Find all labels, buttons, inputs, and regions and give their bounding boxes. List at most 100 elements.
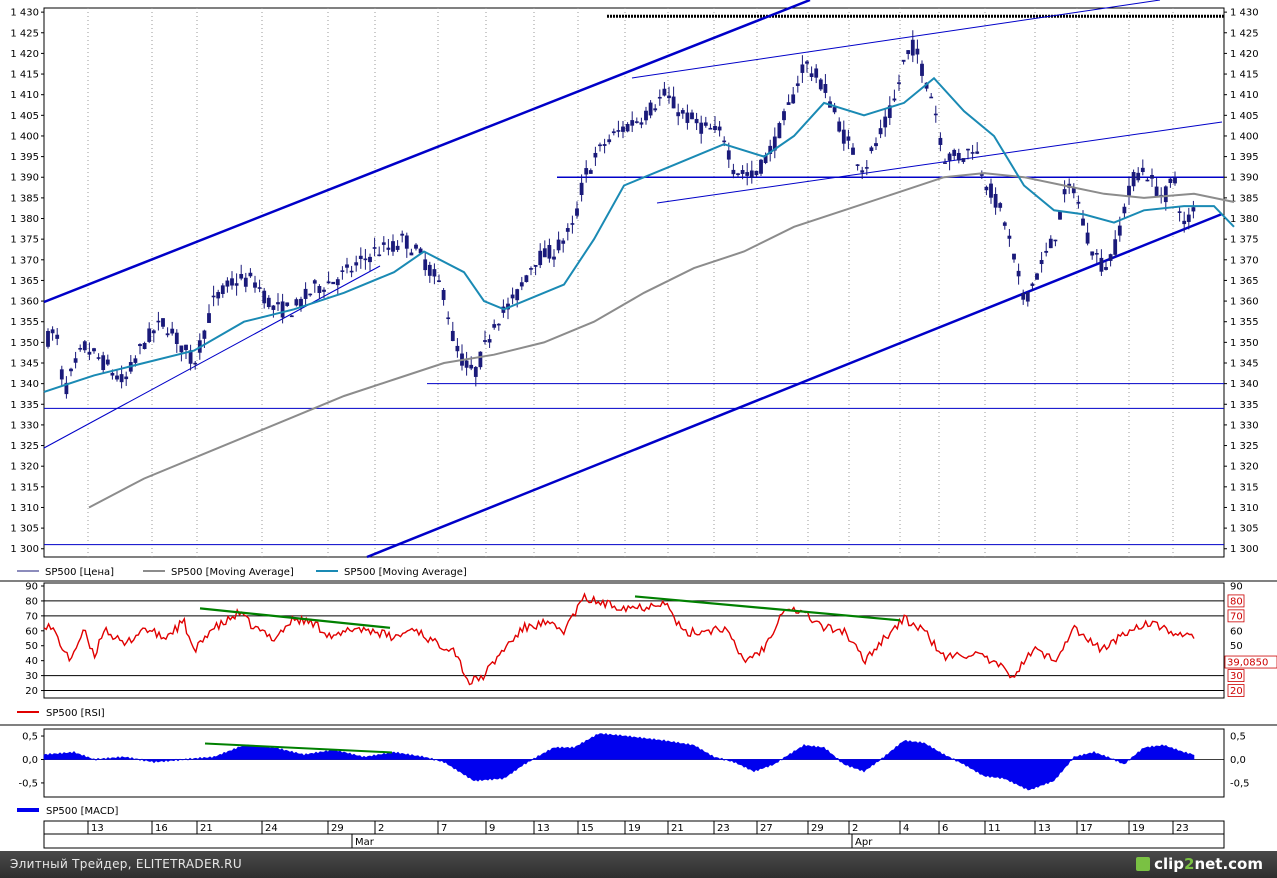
candle-body: [1104, 267, 1108, 270]
candle-body: [892, 98, 897, 101]
candle-body: [55, 334, 60, 339]
candle-body: [400, 233, 405, 236]
y-tick-label-left: 1 370: [10, 255, 39, 266]
y-tick-label-left: 1 360: [10, 297, 39, 308]
rsi-right-label: 50: [1230, 641, 1243, 652]
candle-body: [50, 329, 55, 334]
candle-body: [64, 382, 69, 395]
candle-body: [1048, 238, 1053, 249]
candle-body: [947, 153, 952, 161]
candle-body: [220, 285, 225, 294]
candle-body: [1016, 270, 1021, 277]
candle-body: [437, 280, 441, 283]
x-axis-day-label: 2: [378, 823, 384, 834]
candle-body: [1177, 211, 1182, 213]
candle-body: [943, 162, 947, 164]
candle-body: [262, 290, 267, 304]
candle-body: [708, 127, 713, 130]
candle-body: [841, 129, 846, 144]
candle-body: [1173, 177, 1177, 184]
y-tick-label-left: 1 355: [10, 317, 39, 328]
candle-body: [1145, 179, 1150, 182]
candle-body: [92, 348, 96, 352]
macd-y-tick-label: 0,0: [22, 755, 38, 766]
y-tick-label-left: 1 375: [10, 235, 39, 246]
candle-body: [1186, 214, 1191, 222]
candle-body: [694, 118, 699, 124]
candle-body: [1113, 239, 1118, 255]
candle-body: [575, 208, 579, 216]
candle-body: [970, 152, 975, 154]
clip2net-logo[interactable]: clip2net.com: [1136, 855, 1263, 873]
x-axis-day-label: 6: [942, 823, 948, 834]
candle-body: [745, 172, 750, 176]
footer-bar: Элитный Трейдер, ELITETRADER.RU clip2net…: [0, 851, 1277, 878]
candle-body: [395, 245, 400, 250]
x-axis-day-label: 21: [671, 823, 684, 834]
candle-body: [542, 248, 547, 258]
y-tick-label-right: 1 365: [1230, 276, 1259, 287]
price-legend: SP500 [Цена] SP500 [Moving Average] SP500 …: [0, 560, 1277, 580]
candle-body: [680, 110, 685, 114]
candle-body: [547, 244, 552, 259]
rsi-level-box: [1227, 594, 1245, 608]
y-tick-label-left: 1 335: [10, 400, 39, 411]
macd-right-label: -0,5: [1230, 778, 1250, 789]
candle-body: [294, 299, 299, 306]
x-axis-day-label: 17: [1080, 823, 1093, 834]
candle-body: [248, 272, 253, 277]
rsi-y-tick-label: 30: [25, 671, 38, 682]
candle-body: [864, 167, 869, 169]
channel-upper-line: [43, 0, 811, 304]
candle-body: [161, 318, 165, 327]
y-tick-label-left: 1 350: [10, 338, 39, 349]
candle-body: [1122, 206, 1127, 214]
candle-body: [276, 302, 280, 305]
candle-body: [1071, 187, 1076, 194]
candle-body: [377, 254, 382, 257]
rsi-current-value-box: [1224, 655, 1277, 669]
candle-body: [124, 376, 129, 380]
y-tick-label-right: 1 335: [1230, 400, 1259, 411]
y-tick-label-left: 1 400: [10, 131, 39, 142]
x-axis-day-label: 29: [811, 823, 824, 834]
rsi-y-tick-label: 40: [25, 656, 38, 667]
candle-body: [335, 279, 340, 286]
y-tick-label-right: 1 300: [1230, 544, 1259, 555]
rsi-right-label: 80: [1230, 596, 1243, 607]
site-credit: Элитный Трейдер, ELITETRADER.RU: [10, 857, 242, 871]
y-tick-label-left: 1 315: [10, 482, 39, 493]
candle-body: [423, 259, 428, 271]
x-axis-day-label: 19: [1132, 823, 1145, 834]
candle-body: [625, 124, 630, 132]
y-tick-label-left: 1 420: [10, 49, 39, 60]
candle-body: [722, 140, 727, 143]
candle-body: [312, 280, 317, 284]
y-tick-label-right: 1 380: [1230, 214, 1259, 225]
x-axis-day-label: 27: [760, 823, 773, 834]
candle-body: [731, 169, 736, 175]
y-tick-label-left: 1 300: [10, 544, 39, 555]
x-axis-day-label: 4: [903, 823, 909, 834]
candle-body: [142, 342, 147, 350]
candle-body: [1021, 293, 1026, 300]
candle-body: [473, 366, 478, 377]
candle-body: [662, 88, 667, 96]
candle-body: [427, 264, 432, 276]
candle-body: [496, 323, 501, 326]
x-axis-day-label: 7: [441, 823, 447, 834]
candle-body: [202, 330, 207, 339]
candle-body: [1039, 259, 1044, 265]
candle-body: [887, 105, 892, 118]
y-tick-label-left: 1 345: [10, 358, 39, 369]
candle-body: [349, 270, 354, 273]
clip2net-icon: [1136, 857, 1151, 871]
moving-average-slow-line: [88, 172, 1235, 509]
candle-body: [616, 130, 621, 132]
rsi-legend-label: SP500 [RSI]: [46, 708, 105, 719]
candle-body: [381, 242, 386, 245]
candle-body: [101, 355, 106, 370]
candle-body: [289, 315, 294, 318]
candle-body: [280, 301, 285, 318]
